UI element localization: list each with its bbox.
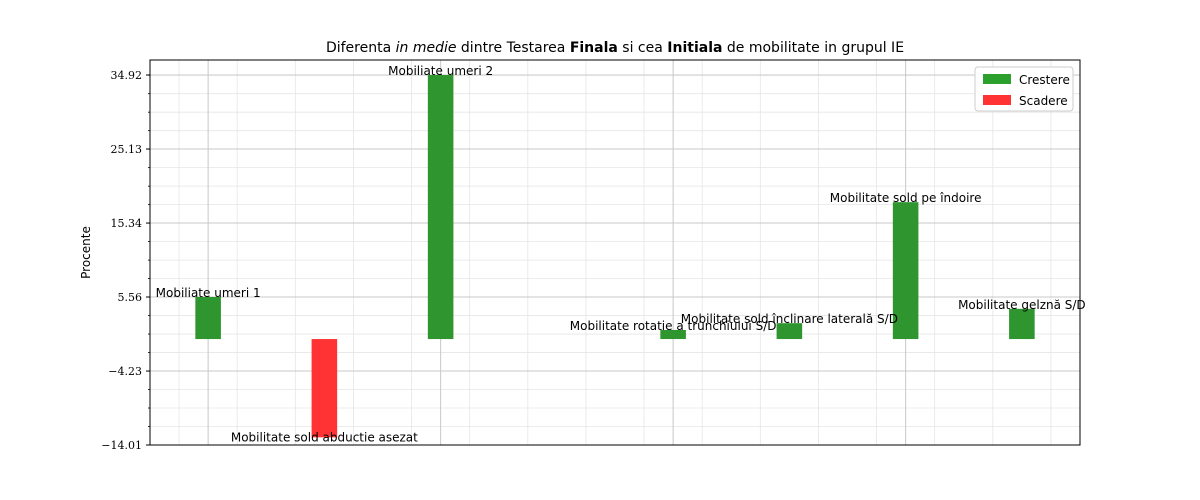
y-tick-label: 5.56: [118, 291, 143, 304]
title-part: Diferenta: [326, 40, 396, 56]
y-tick-label: −14.01: [101, 439, 142, 452]
y-tick-label: 25.13: [111, 143, 143, 156]
legend-swatch: [983, 95, 1011, 105]
bar-annotations: Mobiliate umeri 1 Mobilitate sold abducti…: [156, 64, 1086, 444]
y-tick-label: −4.23: [108, 365, 142, 378]
y-axis-ticks: −14.01 −4.23 5.56 15.34 25.13 34.92: [101, 69, 150, 452]
bar: [311, 339, 338, 438]
bar-label: Mobilitate gelznă S/D: [958, 298, 1086, 312]
bar-label: Mobilitate sold înclinare laterală S/D: [681, 312, 898, 326]
title-part: dintre Testarea: [456, 40, 569, 56]
y-tick-label: 15.34: [111, 217, 143, 230]
bar: [1009, 308, 1035, 340]
chart-title: Diferenta in medie dintre Testarea Final…: [326, 40, 904, 56]
bar: [427, 74, 454, 340]
y-axis-label: Procente: [79, 226, 93, 279]
bar-label: Mobilitate sold pe îndoire: [830, 191, 982, 205]
title-part: Initiala: [667, 40, 722, 56]
bar: [195, 297, 221, 340]
title-part: in medie: [396, 40, 457, 56]
bar-label: Mobilitate rotatie a trunchiului S/D: [570, 319, 777, 333]
title-part: de mobilitate in grupul IE: [722, 40, 904, 56]
y-tick-label: 34.92: [111, 69, 143, 82]
bar-label: Mobilitate sold abductie asezat: [231, 430, 418, 444]
legend-label: Scadere: [1019, 94, 1068, 108]
bar-label: Mobiliate umeri 2: [388, 64, 493, 78]
bar: [776, 323, 803, 340]
bars: [195, 74, 1035, 438]
bar: [892, 202, 919, 340]
plot-frame: [149, 59, 1081, 446]
bar-label: Mobiliate umeri 1: [156, 286, 261, 300]
grid: [150, 60, 1080, 446]
title-part: si cea: [618, 40, 667, 56]
legend-label: Crestere: [1019, 73, 1070, 87]
legend: Crestere Scadere: [974, 66, 1074, 112]
bar: [660, 329, 686, 340]
legend-swatch: [983, 74, 1011, 84]
title-part: Finala: [570, 40, 618, 56]
